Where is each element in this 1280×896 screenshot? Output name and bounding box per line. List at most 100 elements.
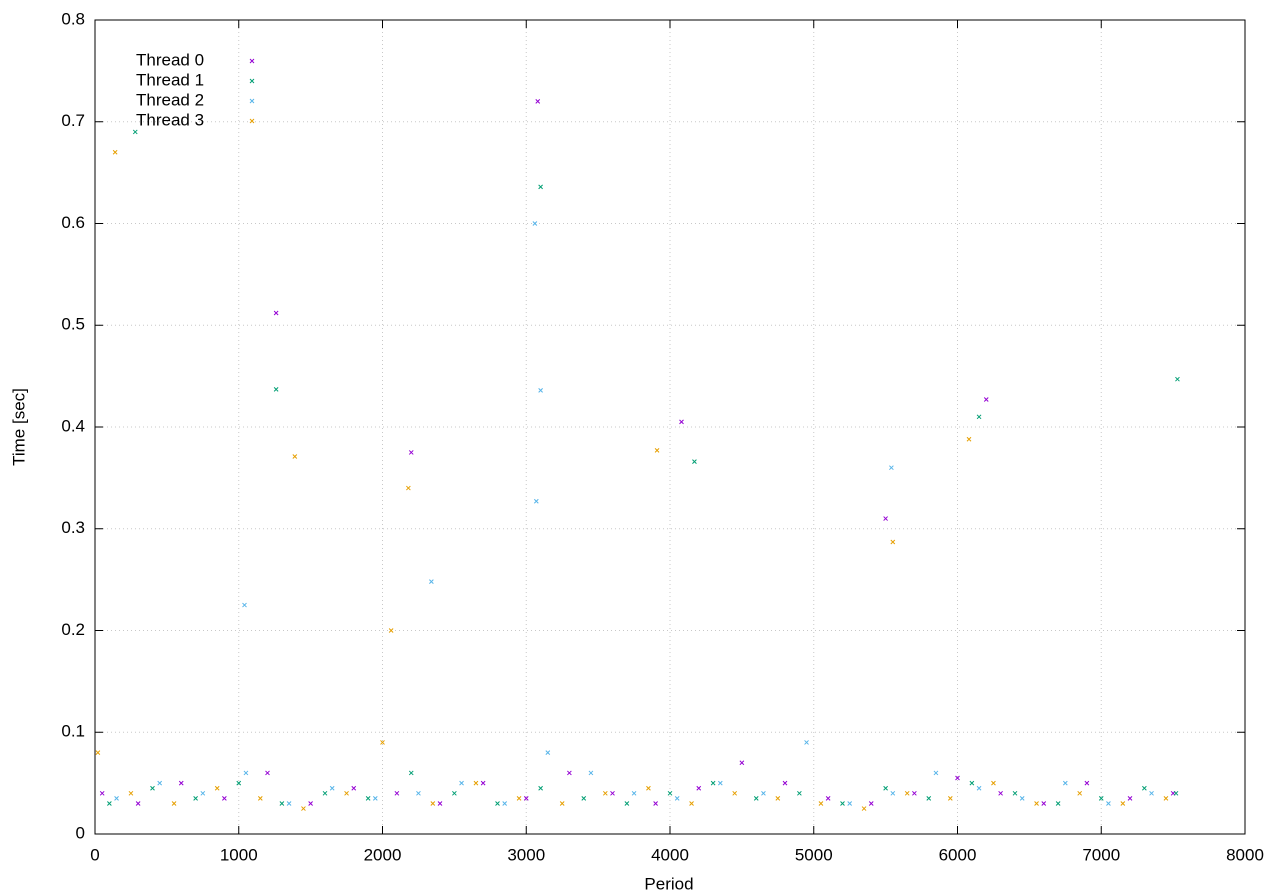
- point: [804, 740, 809, 745]
- x-axis-label: Period: [644, 874, 693, 893]
- point: [416, 790, 421, 796]
- point: [538, 388, 543, 393]
- point: [933, 770, 939, 776]
- point: [559, 801, 565, 806]
- point: [459, 780, 464, 786]
- legend-marker: [249, 78, 255, 84]
- point: [545, 750, 551, 755]
- point: [538, 785, 543, 791]
- x-tick-label: 7000: [1082, 845, 1120, 864]
- point: [95, 750, 101, 755]
- point: [1062, 780, 1068, 786]
- point: [883, 516, 888, 521]
- point: [157, 780, 163, 786]
- point: [890, 539, 896, 545]
- point: [696, 785, 702, 791]
- point: [717, 780, 723, 786]
- plot-border: [94, 19, 1246, 835]
- point: [214, 785, 220, 791]
- point: [674, 796, 680, 801]
- point: [265, 770, 270, 776]
- point: [969, 780, 975, 786]
- point: [365, 796, 371, 801]
- x-tick-label: 6000: [939, 845, 977, 864]
- point: [624, 801, 630, 806]
- point: [889, 465, 894, 471]
- point: [200, 790, 206, 796]
- point: [178, 780, 184, 786]
- point: [710, 780, 716, 786]
- point: [107, 801, 112, 806]
- legend-label: Thread 3: [136, 110, 204, 129]
- point: [114, 796, 119, 801]
- point: [408, 770, 414, 776]
- point: [301, 806, 306, 811]
- point: [222, 796, 227, 801]
- point: [588, 770, 594, 776]
- point: [797, 790, 802, 796]
- point: [128, 790, 134, 796]
- x-tick-label: 4000: [651, 845, 689, 864]
- point: [329, 785, 335, 791]
- point: [581, 796, 587, 801]
- point: [966, 436, 972, 442]
- point: [1034, 801, 1039, 806]
- legend-label: Thread 2: [136, 90, 204, 109]
- point: [480, 780, 486, 786]
- point: [976, 414, 982, 420]
- point: [692, 459, 697, 464]
- point: [610, 790, 615, 796]
- legend-marker: [249, 58, 255, 64]
- point: [502, 801, 508, 806]
- point: [1106, 801, 1111, 806]
- point: [171, 801, 177, 806]
- point: [344, 790, 349, 796]
- y-tick-label: 0.2: [61, 620, 85, 639]
- point: [847, 801, 853, 806]
- point: [243, 770, 249, 776]
- point: [840, 801, 845, 806]
- point: [308, 801, 313, 806]
- point: [631, 790, 637, 796]
- point: [495, 801, 500, 806]
- y-tick-label: 0.4: [61, 416, 85, 435]
- point: [351, 785, 357, 791]
- x-tick-label: 5000: [795, 845, 833, 864]
- point: [538, 184, 543, 190]
- point: [1098, 796, 1104, 801]
- point: [868, 801, 874, 806]
- point: [861, 806, 867, 811]
- point: [912, 790, 917, 796]
- x-tick-label: 3000: [507, 845, 545, 864]
- legend-marker: [249, 98, 255, 104]
- point: [242, 602, 247, 608]
- y-tick-label: 0.1: [61, 722, 85, 741]
- point: [732, 790, 738, 796]
- point: [523, 796, 529, 801]
- point: [567, 770, 572, 776]
- point: [1173, 790, 1179, 796]
- point: [516, 796, 522, 801]
- point: [998, 790, 1003, 796]
- point: [825, 796, 831, 801]
- point: [890, 790, 896, 796]
- point: [533, 498, 539, 504]
- y-tick-label: 0.5: [61, 315, 85, 334]
- point: [1012, 790, 1018, 796]
- point: [406, 485, 411, 491]
- point: [739, 760, 745, 766]
- x-tick-label: 1000: [220, 845, 258, 864]
- point: [380, 740, 385, 745]
- point: [1055, 801, 1061, 806]
- y-axis-label: Time [sec]: [9, 388, 28, 466]
- legend-marker: [249, 118, 255, 124]
- point: [132, 129, 138, 135]
- point: [273, 386, 279, 392]
- point: [193, 796, 198, 801]
- point: [286, 801, 292, 806]
- point: [257, 796, 263, 801]
- point: [430, 801, 436, 806]
- point: [135, 801, 141, 806]
- point: [388, 628, 394, 633]
